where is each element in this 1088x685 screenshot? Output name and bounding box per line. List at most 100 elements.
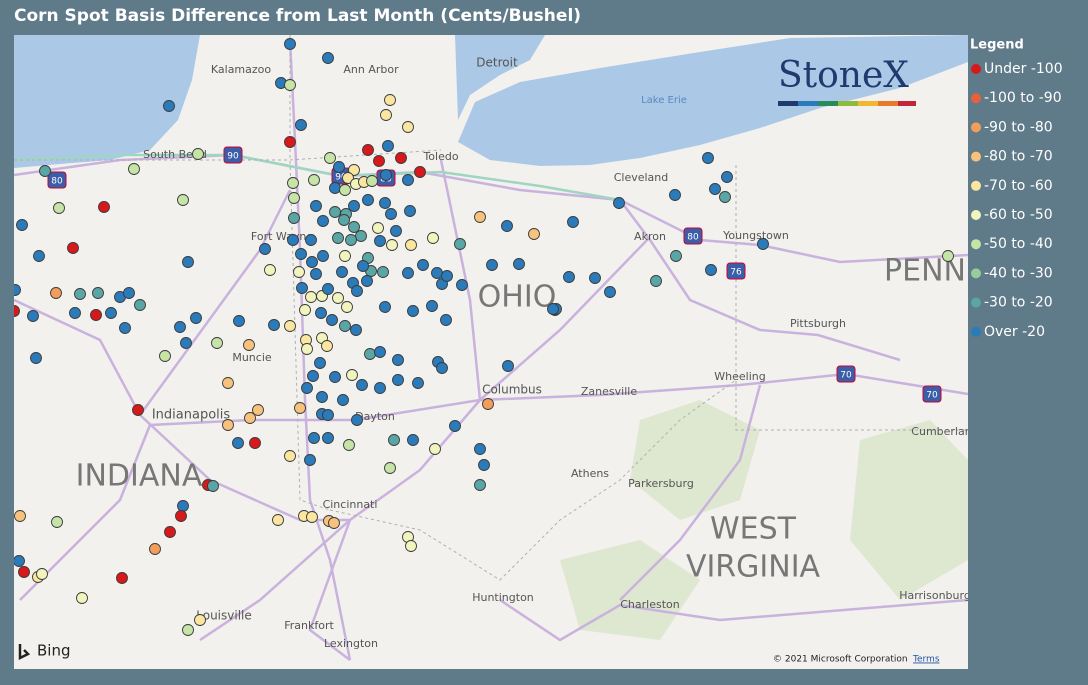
location-point xyxy=(324,152,336,164)
legend-label: -60 to -50 xyxy=(984,207,1053,223)
location-point xyxy=(670,250,682,262)
location-point xyxy=(322,283,334,295)
shield-label: 76 xyxy=(730,268,742,278)
legend-swatch xyxy=(971,151,981,162)
location-point xyxy=(326,314,338,326)
location-point xyxy=(134,299,146,311)
location-point xyxy=(284,320,296,332)
location-point xyxy=(386,239,398,251)
location-point xyxy=(407,434,419,446)
location-point xyxy=(380,109,392,121)
location-point xyxy=(27,310,39,322)
location-point xyxy=(264,264,276,276)
place-label: VIRGINIA xyxy=(686,550,821,585)
location-point xyxy=(53,202,65,214)
location-point xyxy=(222,419,234,431)
place-label: PENN xyxy=(884,254,966,289)
location-point xyxy=(390,225,402,237)
location-point xyxy=(474,443,486,455)
location-point xyxy=(702,152,714,164)
legend-label: -40 to -30 xyxy=(984,265,1053,281)
location-point xyxy=(296,282,308,294)
place-label: Kalamazoo xyxy=(211,63,272,76)
location-point xyxy=(456,279,468,291)
legend-swatch xyxy=(971,326,981,337)
location-point xyxy=(384,94,396,106)
location-point xyxy=(355,230,367,242)
place-label: Fort Wayne xyxy=(251,230,313,243)
location-point xyxy=(395,152,407,164)
shield-label: 70 xyxy=(926,391,938,401)
location-point xyxy=(14,555,25,567)
location-point xyxy=(317,215,329,227)
location-point xyxy=(338,214,350,226)
legend-label: -100 to -90 xyxy=(984,90,1062,106)
location-point xyxy=(30,352,42,364)
location-point xyxy=(502,360,514,372)
location-point xyxy=(317,250,329,262)
location-point xyxy=(249,437,261,449)
place-label: Louisville xyxy=(196,609,252,623)
location-point xyxy=(211,337,223,349)
location-point xyxy=(329,182,341,194)
location-point xyxy=(426,300,438,312)
location-point xyxy=(74,288,86,300)
place-label: Pittsburgh xyxy=(790,317,846,330)
location-point xyxy=(284,79,296,91)
legend: Under -100 -100 to -90 -90 to -80 -80 to -7… xyxy=(971,61,1063,340)
legend-label: Under -100 xyxy=(984,61,1063,77)
legend-swatch xyxy=(971,93,981,104)
legend-swatch xyxy=(971,239,981,250)
location-point xyxy=(407,305,419,317)
location-point xyxy=(284,450,296,462)
location-point xyxy=(305,291,317,303)
location-point xyxy=(342,172,354,184)
location-point xyxy=(295,119,307,131)
location-point xyxy=(164,526,176,538)
map: Kalamazoo Ann Arbor Detroit Lake Erie South … xyxy=(14,35,968,669)
location-point xyxy=(288,212,300,224)
location-point xyxy=(294,402,306,414)
location-point xyxy=(385,208,397,220)
location-point xyxy=(412,377,424,389)
location-point xyxy=(382,140,394,152)
place-label: Athens xyxy=(571,467,609,480)
location-point xyxy=(76,592,88,604)
location-point xyxy=(190,312,202,324)
location-point xyxy=(429,443,441,455)
place-label: OHIO xyxy=(478,280,557,315)
place-label: Frankfort xyxy=(284,619,334,632)
place-label: Huntington xyxy=(472,591,534,604)
location-point xyxy=(243,339,255,351)
location-point xyxy=(547,303,559,315)
location-point xyxy=(18,566,30,578)
location-point xyxy=(380,169,392,181)
location-point xyxy=(709,183,721,195)
data-points xyxy=(14,38,954,636)
location-point xyxy=(379,197,391,209)
location-point xyxy=(436,362,448,374)
location-point xyxy=(328,517,340,529)
location-point xyxy=(307,370,319,382)
location-point xyxy=(705,264,717,276)
location-point xyxy=(132,404,144,416)
location-point xyxy=(362,144,374,156)
location-point xyxy=(427,232,439,244)
location-point xyxy=(299,304,311,316)
location-point xyxy=(474,211,486,223)
place-label: Parkersburg xyxy=(628,477,694,490)
location-point xyxy=(207,480,219,492)
location-point xyxy=(295,248,307,260)
location-point xyxy=(14,284,21,296)
location-point xyxy=(33,250,45,262)
location-point xyxy=(175,510,187,522)
location-point xyxy=(252,404,264,416)
location-point xyxy=(482,398,494,410)
location-point xyxy=(308,432,320,444)
place-label: Lexington xyxy=(324,637,378,650)
location-point xyxy=(650,275,662,287)
location-point xyxy=(501,220,513,232)
terms-link[interactable]: Terms xyxy=(912,655,940,665)
location-point xyxy=(306,511,318,523)
location-point xyxy=(321,340,333,352)
